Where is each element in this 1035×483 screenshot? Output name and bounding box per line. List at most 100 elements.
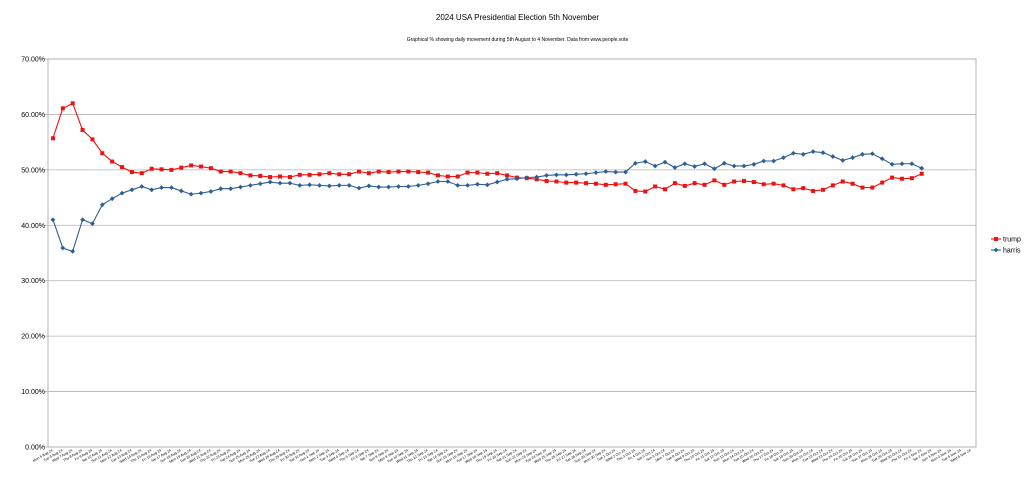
data-point-harris — [159, 185, 164, 190]
data-point-harris — [761, 158, 767, 164]
data-point-harris — [366, 183, 372, 189]
data-point-harris — [119, 190, 125, 196]
data-point-harris — [672, 165, 678, 171]
data-point-trump — [258, 173, 263, 178]
data-point-trump — [278, 174, 282, 179]
data-point-harris — [465, 182, 470, 188]
data-point-harris — [494, 179, 500, 185]
data-point-trump — [80, 127, 85, 132]
data-point-harris — [277, 180, 283, 186]
data-point-trump — [120, 165, 125, 170]
data-point-harris — [405, 184, 411, 189]
data-point-harris — [326, 183, 332, 189]
data-point-trump — [870, 185, 875, 190]
data-point-harris — [810, 149, 816, 154]
data-point-harris — [139, 184, 145, 189]
data-point-harris — [297, 182, 303, 188]
data-point-trump — [880, 180, 885, 185]
data-point-trump — [830, 183, 835, 188]
data-point-harris — [475, 181, 480, 187]
data-point-harris — [682, 161, 688, 167]
y-tick-label: 50.00% — [21, 167, 45, 174]
data-point-trump — [238, 171, 243, 176]
data-point-trump — [505, 173, 510, 178]
data-point-trump — [139, 171, 144, 176]
data-point-harris — [652, 163, 658, 169]
data-point-trump — [781, 183, 786, 188]
data-point-harris — [563, 172, 569, 178]
data-point-harris — [435, 179, 441, 184]
data-point-harris — [109, 196, 115, 202]
data-point-harris — [583, 171, 589, 177]
data-point-trump — [613, 182, 618, 187]
data-point-harris — [800, 151, 806, 157]
data-point-trump — [712, 178, 717, 183]
data-point-trump — [110, 159, 115, 164]
data-point-harris — [415, 182, 421, 188]
data-point-trump — [554, 179, 559, 184]
data-point-trump — [919, 171, 924, 176]
data-point-harris — [169, 185, 174, 190]
data-point-harris — [790, 150, 796, 156]
data-point-trump — [435, 173, 440, 178]
data-point-harris — [633, 160, 638, 166]
data-point-trump — [70, 101, 75, 106]
data-point-trump — [208, 166, 213, 171]
data-point-trump — [584, 181, 589, 186]
data-point-trump — [376, 169, 381, 174]
data-point-trump — [682, 183, 687, 188]
chart-subtitle: Graphical % showing daily movement durin… — [406, 37, 629, 43]
data-point-harris — [573, 171, 579, 177]
data-point-harris — [919, 165, 925, 171]
data-point-harris — [534, 174, 540, 180]
y-tick-label: 20.00% — [21, 334, 45, 341]
data-point-harris — [642, 159, 648, 164]
data-point-harris — [623, 169, 628, 175]
y-tick-label: 0.00% — [25, 445, 45, 452]
y-tick-label: 40.00% — [21, 223, 45, 230]
data-point-harris — [267, 179, 273, 185]
data-point-harris — [603, 169, 609, 174]
legend-label-harris: harris — [1003, 248, 1021, 255]
legend-label-trump: trump — [1003, 237, 1021, 244]
data-point-harris — [386, 184, 391, 190]
data-point-trump — [347, 172, 352, 177]
data-point-trump — [593, 181, 598, 186]
data-point-harris — [247, 182, 253, 188]
data-point-trump — [544, 178, 549, 183]
data-point-trump — [455, 174, 460, 179]
data-point-trump — [603, 182, 608, 187]
data-point-harris — [593, 170, 599, 176]
data-point-trump — [732, 179, 737, 184]
data-point-harris — [524, 175, 530, 181]
data-point-trump — [574, 180, 579, 185]
y-tick-label: 30.00% — [21, 278, 45, 285]
data-point-trump — [485, 171, 490, 176]
data-point-harris — [257, 181, 263, 187]
data-point-trump — [899, 176, 904, 181]
data-point-harris — [228, 186, 234, 192]
data-point-harris — [751, 161, 757, 167]
data-point-trump — [811, 188, 816, 193]
data-point-trump — [406, 169, 411, 174]
data-point-harris — [692, 164, 698, 169]
data-point-trump — [426, 170, 431, 175]
data-point-trump — [169, 167, 174, 172]
data-point-trump — [297, 172, 302, 177]
data-point-harris — [60, 245, 66, 251]
data-point-trump — [692, 181, 697, 186]
data-point-harris — [149, 187, 155, 193]
data-point-harris — [455, 182, 461, 188]
data-point-trump — [248, 173, 253, 178]
data-point-trump — [850, 181, 855, 186]
data-point-harris — [317, 182, 322, 188]
data-point-trump — [90, 137, 95, 142]
data-point-trump — [386, 170, 391, 175]
data-point-harris — [830, 154, 836, 159]
data-point-harris — [741, 163, 747, 169]
data-point-harris — [90, 221, 95, 227]
data-point-harris — [771, 158, 777, 164]
data-point-harris — [198, 190, 204, 196]
data-point-harris — [445, 179, 451, 184]
